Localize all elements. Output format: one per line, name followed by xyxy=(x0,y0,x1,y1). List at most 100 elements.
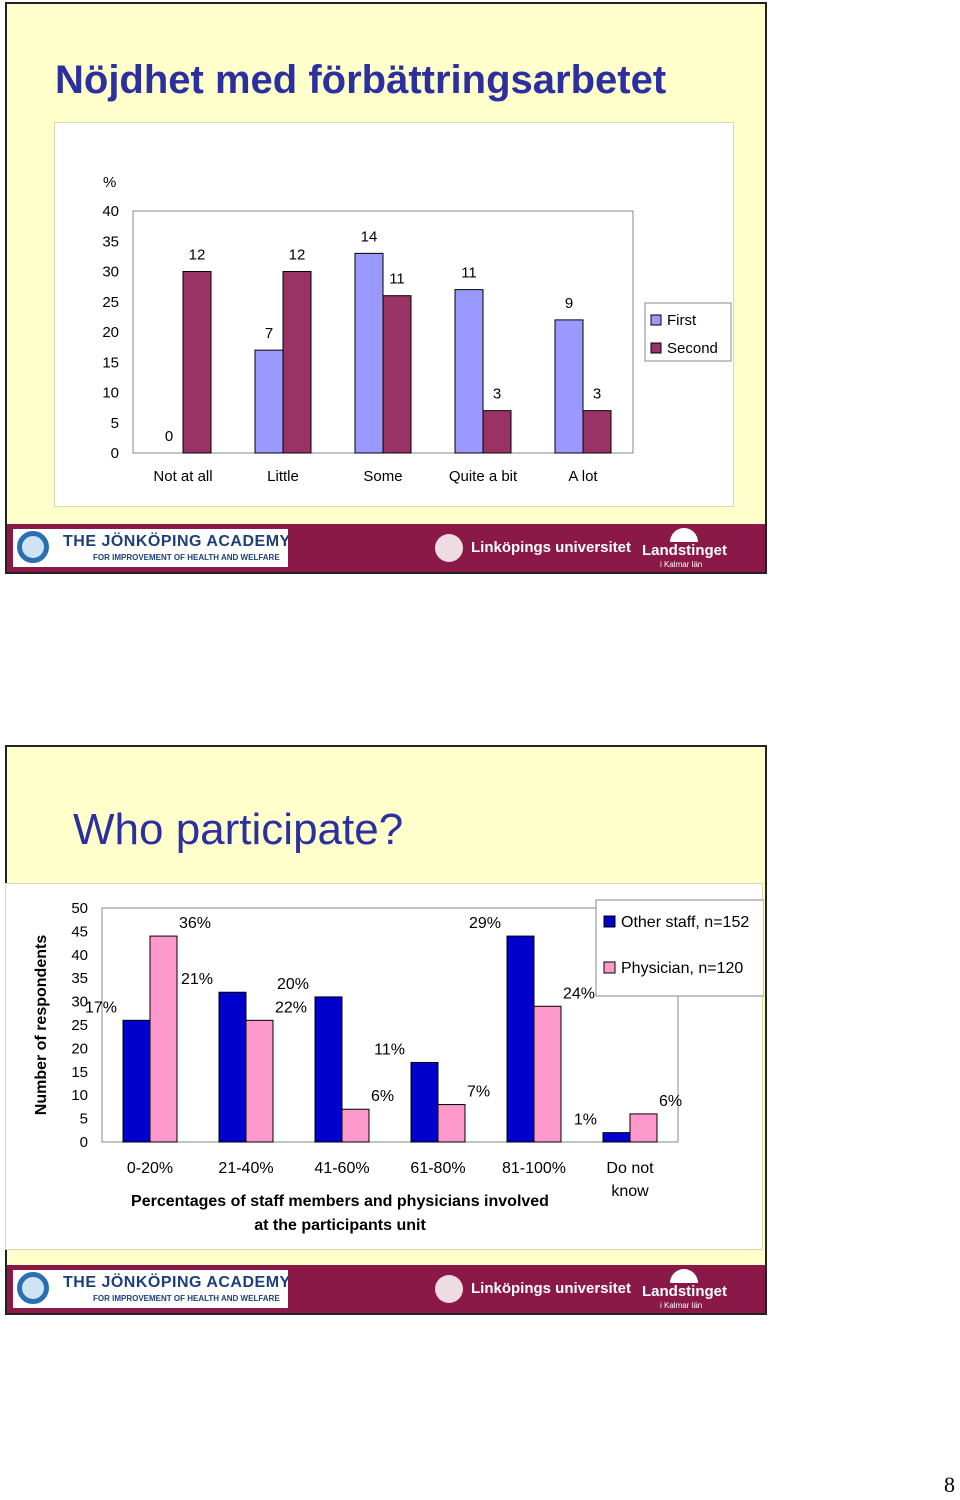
jonkoping-circle-icon-2 xyxy=(17,1272,49,1304)
landstinget-arc-icon xyxy=(670,528,698,542)
bar-physician xyxy=(341,1108,370,1143)
satisfaction-chart: % 0 5 10 15 20 25 30 35 40 Not at all 0 12 Little 7 12 S… xyxy=(54,122,734,507)
landstinget-text-2: Landstinget xyxy=(642,1283,727,1300)
data-label: 6% xyxy=(659,1093,682,1110)
slide-1-title: Nöjdhet med förbättringsarbetet xyxy=(55,58,667,102)
data-label: 12 xyxy=(189,247,206,264)
x-axis-label: Percentages of staff members and physici… xyxy=(131,1193,549,1210)
footer-band: THE JÖNKÖPING ACADEMY FOR IMPROVEMENT OF… xyxy=(7,524,765,572)
jonkoping-title-2: THE JÖNKÖPING ACADEMY xyxy=(63,1274,291,1291)
legend-label: Other staff, n=152 xyxy=(621,914,749,931)
legend-swatch xyxy=(603,961,616,974)
legend-label: Physician, n=120 xyxy=(621,960,743,977)
landstinget-logo-2: Landstinget i Kalmar län xyxy=(642,1269,732,1310)
slide-2: Who participate? Number of respondents 0 5… xyxy=(5,745,767,1315)
plot-area xyxy=(101,907,679,1143)
bar-first xyxy=(354,252,384,454)
data-label: 7% xyxy=(467,1084,490,1101)
footer-band-2: THE JÖNKÖPING ACADEMY FOR IMPROVEMENT OF… xyxy=(7,1265,765,1313)
bar-other-staff xyxy=(410,1061,439,1143)
data-label: 0 xyxy=(165,428,173,445)
y-tick-label: 30 xyxy=(71,994,88,1011)
bar-physician xyxy=(245,1019,274,1143)
legend-swatch xyxy=(650,314,662,326)
bar-physician xyxy=(149,935,178,1143)
liu-logo-2: Linköpings universitet xyxy=(435,1275,631,1305)
y-tick-label: 35 xyxy=(102,233,119,250)
liu-text-2: Linköpings universitet xyxy=(471,1280,632,1297)
bar-second xyxy=(482,410,512,454)
data-label: 12 xyxy=(289,247,306,264)
jonkoping-subtitle: FOR IMPROVEMENT OF HEALTH AND WELFARE xyxy=(93,553,280,562)
liu-emblem-icon-2 xyxy=(435,1275,463,1303)
y-tick-label: 45 xyxy=(71,923,88,940)
data-label: 3 xyxy=(493,386,501,403)
slide-2-title: Who participate? xyxy=(73,805,404,854)
y-tick-label: 50 xyxy=(71,900,88,917)
bar-physician xyxy=(437,1104,466,1143)
bar-other-staff xyxy=(602,1132,631,1143)
x-axis-label: at the participants unit xyxy=(254,1217,426,1234)
data-label: 11 xyxy=(461,265,477,282)
x-tick-label: Quite a bit xyxy=(449,468,518,485)
landstinget-subtext-2: i Kalmar län xyxy=(660,1301,703,1310)
x-tick-label: 61-80% xyxy=(410,1160,465,1177)
participation-chart-svg: Number of respondents 0 5 10 15 20 25 30 35 40 45 5… xyxy=(33,899,765,1234)
y-tick-label: 25 xyxy=(102,294,119,311)
x-tick-label: Little xyxy=(267,468,299,485)
landstinget-arc-icon-2 xyxy=(670,1269,698,1283)
y-tick-label: 5 xyxy=(111,415,119,432)
legend-swatch xyxy=(603,915,616,928)
y-tick-label: 20 xyxy=(71,1040,88,1057)
page-number: 8 xyxy=(944,1472,955,1497)
y-tick-label: 10 xyxy=(71,1087,88,1104)
x-tick-label: 21-40% xyxy=(218,1160,273,1177)
jonkoping-circle-icon xyxy=(17,531,49,563)
data-label: 29% xyxy=(469,915,501,932)
bar-physician xyxy=(533,1005,562,1143)
data-label: 21% xyxy=(181,971,213,988)
data-label: 17% xyxy=(85,999,117,1016)
bar-other-staff xyxy=(122,1019,151,1143)
y-tick-label: 40 xyxy=(102,203,119,220)
slide-1: Nöjdhet med förbättringsarbetet % 0 5 10 15 2… xyxy=(5,2,767,574)
y-tick-label: 15 xyxy=(102,354,119,371)
y-tick-label: 15 xyxy=(71,1064,88,1081)
y-tick-label: 0 xyxy=(111,445,119,462)
bar-physician xyxy=(629,1113,658,1143)
y-tick-label: 5 xyxy=(80,1111,88,1128)
jonkoping-subtitle-2: FOR IMPROVEMENT OF HEALTH AND WELFARE xyxy=(93,1294,280,1303)
data-label: 1% xyxy=(574,1112,597,1129)
liu-text: Linköpings universitet xyxy=(471,539,632,556)
data-label: 6% xyxy=(371,1088,394,1105)
liu-logo: Linköpings universitet xyxy=(435,534,631,564)
data-label: 22% xyxy=(275,999,307,1016)
jonkoping-title: THE JÖNKÖPING ACADEMY xyxy=(63,533,291,550)
x-tick-label: Not at all xyxy=(153,468,212,485)
y-tick-label: 40 xyxy=(71,947,88,964)
legend-swatch xyxy=(650,342,662,354)
landstinget-logo: Landstinget i Kalmar län xyxy=(642,528,732,569)
bar-second xyxy=(282,271,312,454)
legend-label: First xyxy=(667,312,697,329)
y-axis-label: Number of respondents xyxy=(33,935,50,1116)
x-tick-label: Some xyxy=(363,468,402,485)
y-tick-label: 10 xyxy=(102,385,119,402)
landstinget-subtext: i Kalmar län xyxy=(660,560,703,569)
jonkoping-academy-logo: THE JÖNKÖPING ACADEMY FOR IMPROVEMENT OF… xyxy=(13,529,291,567)
jonkoping-academy-logo-2: THE JÖNKÖPING ACADEMY FOR IMPROVEMENT OF… xyxy=(13,1270,291,1308)
x-tick-label: 41-60% xyxy=(314,1160,369,1177)
data-label: 3 xyxy=(593,386,601,403)
y-tick-label: 30 xyxy=(102,264,119,281)
x-tick-label: know xyxy=(611,1183,649,1200)
y-tick-label: 20 xyxy=(102,324,119,341)
data-label: 9 xyxy=(565,295,573,312)
bar-second xyxy=(182,271,212,454)
liu-emblem-icon xyxy=(435,534,463,562)
data-label: 20% xyxy=(277,976,309,993)
bar-second xyxy=(382,295,412,454)
y-tick-label: 25 xyxy=(71,1017,88,1034)
data-label: 7 xyxy=(265,325,273,342)
bar-first xyxy=(454,289,484,454)
data-label: 36% xyxy=(179,915,211,932)
